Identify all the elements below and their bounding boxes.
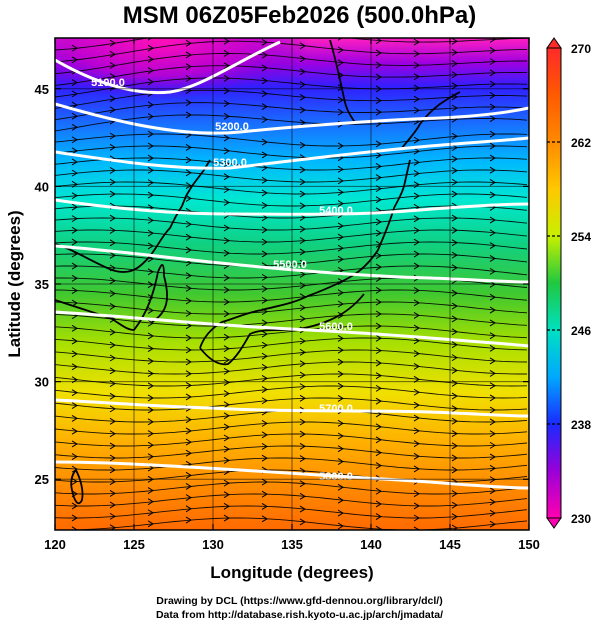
colorbar-tick-label: 246 [571, 324, 591, 338]
contour-line [55, 310, 529, 348]
coastlines [55, 39, 461, 505]
contour-label: 5700.0 [319, 403, 353, 415]
contour-label: 5200.0 [215, 121, 249, 133]
colorbar-tick-label: 230 [571, 512, 591, 526]
contour-line [55, 460, 529, 490]
temperature-field [55, 38, 529, 530]
x-tick-label: 150 [518, 537, 540, 552]
y-tick-label: 45 [35, 82, 49, 97]
x-tick-label: 130 [202, 537, 224, 552]
y-tick-label: 35 [35, 277, 49, 292]
colorbar: 270 262 254 246 238 230 [546, 37, 591, 529]
height-contours: 5100.0 5200.0 5300.0 5400.0 5500.0 5600.0 5700… [55, 40, 529, 490]
contour-label: 5500.0 [273, 259, 307, 271]
y-tick-label: 25 [35, 472, 49, 487]
y-tick-label: 40 [35, 179, 49, 194]
contour-line [55, 102, 529, 135]
contour-label: 5300.0 [213, 157, 247, 169]
colorbar-tick-label: 238 [571, 418, 591, 432]
x-tick-label: 125 [123, 537, 145, 552]
coast-sakhalin [329, 39, 357, 125]
y-axis: 25 30 35 40 45 [35, 82, 529, 487]
x-axis-title: Longitude (degrees) [210, 563, 373, 582]
contour-line [55, 40, 281, 95]
contour-label: 5100.0 [91, 77, 125, 89]
colorbar-tick-label: 262 [571, 136, 591, 150]
lat-lon-grid [55, 38, 529, 530]
coast-hokkaido [401, 91, 461, 149]
contour-line [55, 398, 529, 418]
contour-label: 5600.0 [319, 321, 353, 333]
x-tick-label: 135 [281, 537, 303, 552]
y-axis-title: Latitude (degrees) [5, 210, 24, 357]
x-tick-label: 145 [439, 537, 461, 552]
contour-label: 5800.0 [319, 471, 353, 483]
coast-kyushu-honshu [199, 159, 411, 366]
contour-label: 5400.0 [319, 205, 353, 217]
y-tick-label: 30 [35, 375, 49, 390]
x-axis: 120 125 130 135 140 145 150 [44, 38, 540, 552]
x-tick-label: 140 [360, 537, 382, 552]
credit-drawing: Drawing by DCL (https://www.gfd-dennou.o… [156, 595, 443, 607]
credit-data: Data from http://database.rish.kyoto-u.a… [155, 609, 444, 621]
map-title: MSM 06Z05Feb2026 (500.0hPa) [122, 2, 477, 29]
x-tick-label: 120 [44, 537, 66, 552]
colorbar-tick-label: 254 [571, 230, 591, 244]
colorbar-tick-label: 270 [571, 42, 591, 56]
coast-taiwan [70, 469, 84, 505]
